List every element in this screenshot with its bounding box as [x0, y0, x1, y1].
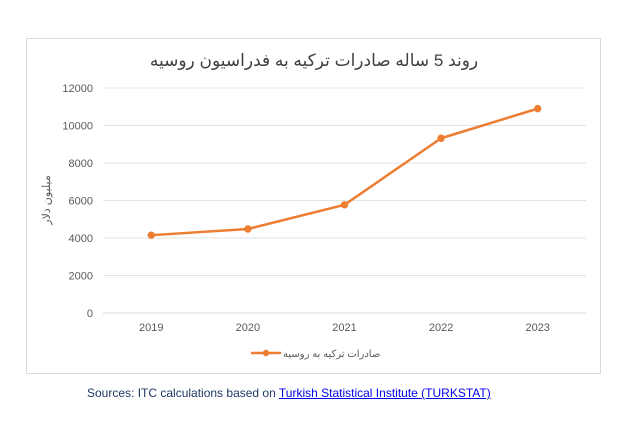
x-tick-label: 2020	[236, 322, 260, 334]
y-axis-ticks: 0 2000 4000 6000 8000 10000 12000	[62, 83, 93, 320]
y-tick-label: 6000	[69, 196, 93, 208]
x-tick-label: 2019	[139, 322, 163, 334]
legend: صادرات ترکیه به روسیه	[251, 349, 380, 360]
chart-title: روند 5 ساله صادرات ترکیه به فدراسیون روس…	[150, 51, 478, 70]
y-tick-label: 2000	[69, 271, 93, 283]
x-tick-label: 2023	[525, 322, 549, 334]
x-tick-label: 2021	[332, 322, 356, 334]
line-chart: روند 5 ساله صادرات ترکیه به فدراسیون روس…	[41, 51, 586, 360]
source-prefix: Sources: ITC calculations based on	[87, 386, 279, 400]
y-tick-label: 12000	[62, 83, 93, 95]
series-line	[151, 107, 539, 237]
data-point	[437, 134, 445, 142]
data-point	[340, 201, 349, 209]
y-tick-label: 0	[87, 308, 93, 320]
y-tick-label: 4000	[69, 233, 93, 245]
x-axis-ticks: 2019 2020 2021 2022 2023	[139, 322, 550, 334]
data-point	[147, 231, 156, 239]
gridlines	[103, 87, 586, 314]
y-axis-title: میلیون دلار	[41, 175, 53, 226]
chart-frame: روند 5 ساله صادرات ترکیه به فدراسیون روس…	[26, 38, 601, 374]
source-link[interactable]: Turkish Statistical Institute (TURKSTAT)	[278, 386, 491, 400]
x-tick-label: 2022	[429, 322, 453, 334]
series-layer	[147, 104, 542, 239]
legend-label: صادرات ترکیه به روسیه	[283, 349, 380, 360]
data-point	[534, 104, 542, 113]
legend-marker-swatch	[262, 349, 270, 357]
data-point	[244, 225, 252, 233]
source-note: Sources: ITC calculations based on Turki…	[87, 386, 491, 400]
y-tick-label: 10000	[62, 121, 93, 133]
y-tick-label: 8000	[69, 158, 93, 170]
